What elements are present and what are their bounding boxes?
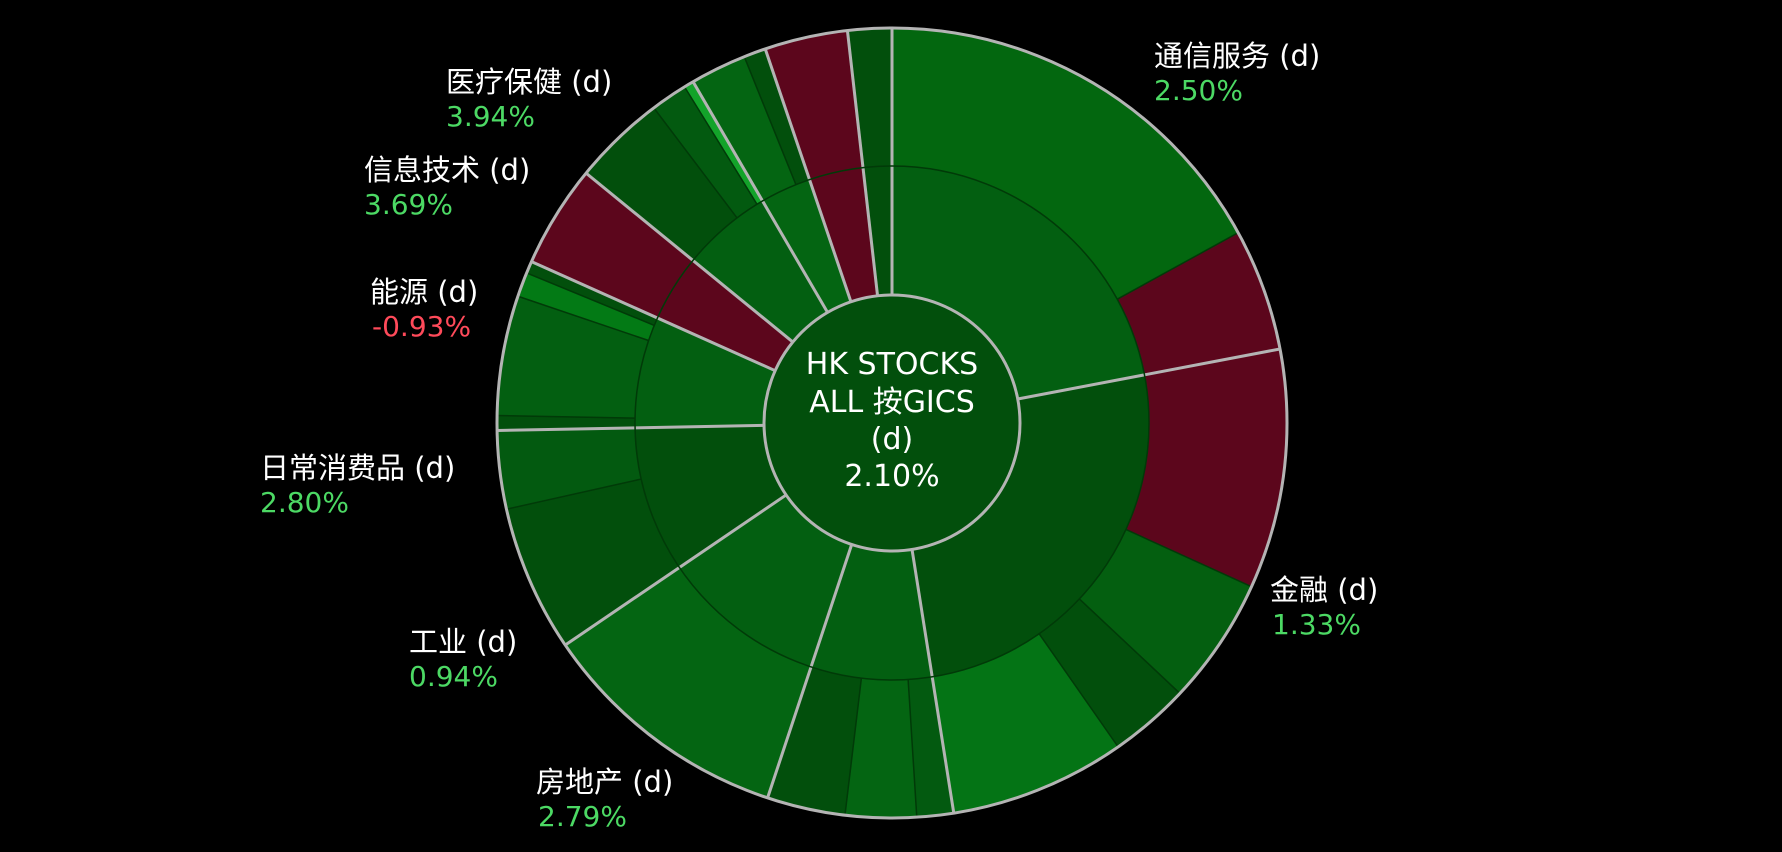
industry-separator [506, 478, 642, 510]
outer-border-ring [495, 26, 1289, 820]
sector-arc[interactable] [862, 166, 892, 296]
industry-arc[interactable] [908, 676, 954, 818]
sector-label-change: 2.50% [1154, 74, 1243, 107]
industry-separator [1038, 633, 1119, 748]
industry-separator [526, 272, 655, 327]
industry-arc[interactable] [1079, 529, 1252, 694]
industry-arc[interactable] [497, 296, 649, 419]
sector-label-name: 通信服务 (d) [1154, 39, 1320, 73]
sector-label-change: 2.79% [538, 800, 627, 833]
center-line-3: (d) [871, 422, 913, 457]
sector-label-energy[interactable]: 能源 (d) -0.93% [370, 275, 478, 343]
sector-label-health-care[interactable]: 医疗保健 (d) 3.94% [446, 65, 612, 133]
industry-arc[interactable] [693, 56, 796, 201]
sector-separator [763, 48, 853, 303]
industry-arc[interactable] [565, 567, 812, 798]
center-change-value: 2.10% [844, 459, 939, 494]
sector-label-name: 金融 (d) [1270, 573, 1378, 607]
sector-arc[interactable] [809, 167, 878, 302]
sector-label-name: 医疗保健 (d) [446, 65, 612, 99]
sector-label-name: 工业 (d) [409, 625, 517, 659]
sector-separator [585, 171, 794, 344]
sector-label-communication[interactable]: 通信服务 (d) 2.50% [1154, 39, 1320, 107]
industry-arc[interactable] [496, 415, 636, 431]
industry-separator [907, 679, 918, 818]
sector-arc[interactable] [912, 374, 1149, 677]
sector-separator [845, 30, 880, 296]
sector-label-change: 1.33% [1272, 608, 1361, 641]
industry-arc[interactable] [767, 666, 862, 816]
sector-label-name: 信息技术 (d) [364, 153, 530, 187]
sector-label-real-estate[interactable]: 房地产 (d) 2.79% [536, 765, 673, 833]
industry-arc[interactable] [526, 261, 658, 326]
sector-separator [910, 549, 956, 814]
industry-separator [743, 56, 797, 185]
sector-separator [766, 544, 854, 799]
sector-label-financials[interactable]: 金融 (d) 1.33% [1270, 573, 1378, 641]
industry-arc[interactable] [517, 272, 655, 341]
sector-arc[interactable] [762, 179, 851, 313]
industry-separator [497, 414, 636, 419]
industry-separator [1125, 528, 1252, 588]
sector-separator [564, 493, 787, 647]
sector-separator [691, 80, 829, 314]
center-disc[interactable] [762, 293, 1022, 553]
sector-label-name: 日常消费品 (d) [260, 451, 455, 485]
industry-arc[interactable] [1125, 348, 1287, 587]
sector-separator [530, 260, 776, 373]
sector-label-name: 能源 (d) [370, 275, 478, 309]
sector-label-change: -0.93% [372, 310, 471, 343]
sector-label-consumer-staples[interactable]: 日常消费品 (d) 2.80% [260, 451, 455, 519]
sector-arc[interactable] [657, 260, 793, 371]
industry-arc[interactable] [684, 81, 763, 205]
industry-arc[interactable] [506, 479, 680, 646]
ring-layer [496, 28, 1287, 819]
industry-arc[interactable] [892, 28, 1239, 300]
sector-arc[interactable] [679, 494, 852, 667]
center-line-1: HK STOCKS [806, 347, 978, 382]
industry-arc[interactable] [1039, 598, 1180, 747]
sector-arc[interactable] [692, 200, 828, 343]
industry-arc[interactable] [653, 86, 758, 218]
industry-separator [517, 295, 649, 342]
industry-arc[interactable] [497, 427, 642, 510]
sector-label-name: 房地产 (d) [536, 765, 673, 799]
sector-label-change: 3.94% [446, 100, 535, 133]
industry-arc[interactable] [1117, 232, 1281, 375]
sector-arc[interactable] [635, 317, 776, 428]
center-label: HK STOCKS ALL 按GICS (d) 2.10% [806, 347, 978, 494]
industry-arc[interactable] [744, 48, 810, 185]
industry-arc[interactable] [847, 28, 892, 168]
sector-separator [1017, 347, 1281, 401]
sector-arc[interactable] [635, 425, 787, 568]
middle-border-ring [634, 165, 1150, 681]
industry-arc[interactable] [531, 173, 693, 318]
industry-separator [844, 678, 863, 816]
industry-arc[interactable] [932, 633, 1119, 814]
industry-arc[interactable] [586, 107, 738, 261]
industry-separator [683, 86, 758, 205]
sector-label-change: 2.80% [260, 486, 349, 519]
industry-arc[interactable] [765, 30, 863, 180]
sector-separator [497, 423, 765, 432]
industry-separator [1116, 232, 1239, 300]
industry-arc[interactable] [844, 678, 917, 819]
sector-label-industrials[interactable]: 工业 (d) 0.94% [409, 625, 517, 693]
sector-label-change: 0.94% [409, 660, 498, 693]
sector-label-information-technology[interactable]: 信息技术 (d) 3.69% [364, 153, 530, 221]
industry-separator [653, 107, 738, 219]
center-line-2: ALL 按GICS [809, 385, 975, 420]
industry-separator [1078, 598, 1181, 694]
separator-layer [497, 28, 1281, 818]
sector-label-change: 3.69% [364, 188, 453, 221]
sector-arc[interactable] [892, 166, 1145, 400]
